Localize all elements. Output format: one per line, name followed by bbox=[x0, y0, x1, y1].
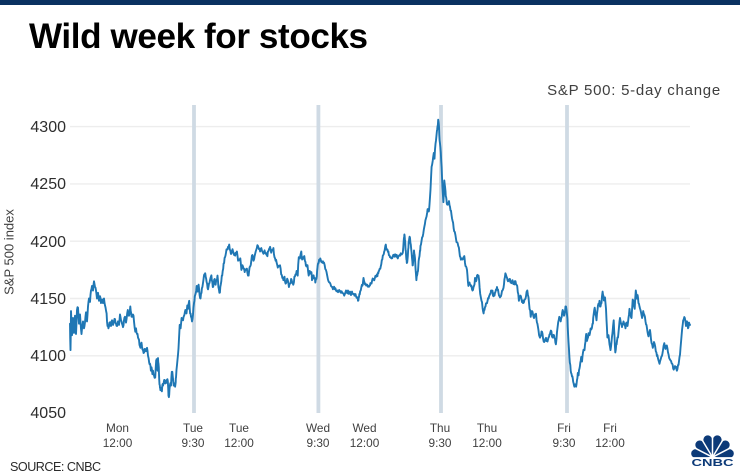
svg-text:CNBC: CNBC bbox=[692, 457, 735, 469]
